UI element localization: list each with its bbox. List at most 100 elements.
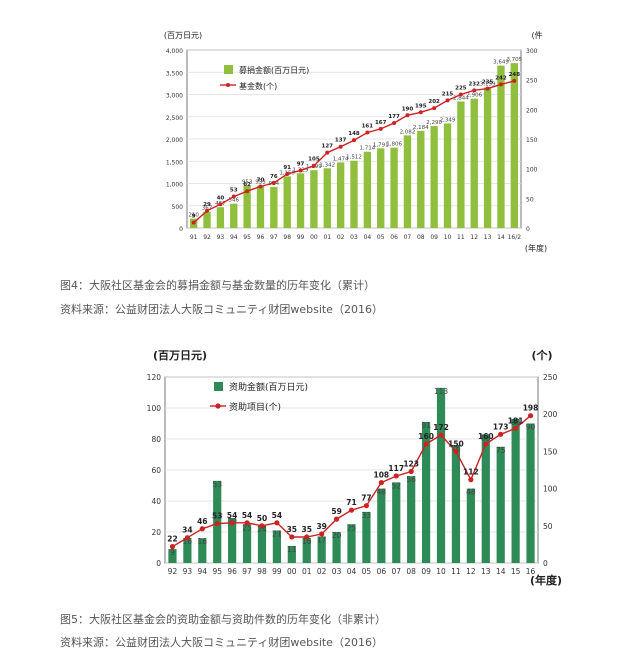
fig5-line-value-label: 53 bbox=[212, 512, 222, 521]
fig4-right-tick-label: 300 bbox=[526, 48, 538, 55]
fig5-left-tick-label: 100 bbox=[147, 404, 162, 413]
fig4-bar-value-label: 2,184 bbox=[413, 125, 429, 131]
fig5-line-value-label: 54 bbox=[227, 511, 237, 520]
fig4-x-tick-label: 04 bbox=[364, 234, 372, 241]
figure-4-chart: 0 500 1,000 1,500 2,000 2,500 3,000 3,500 4,000 0… bbox=[0, 0, 637, 262]
fig5-legend-line-label: 资助项目(个) bbox=[229, 401, 281, 413]
fig4-line-point bbox=[378, 126, 383, 131]
figure-5-source: 资料来源：公益财团法人大阪コミュニティ财团website（2016） bbox=[60, 636, 383, 649]
fig5-bar-value-label: 20 bbox=[332, 531, 342, 540]
fig4-bar-value-label: 3,159 bbox=[480, 81, 496, 87]
fig5-x-tick-label: 03 bbox=[332, 567, 342, 576]
fig5-x-tick-label: 15 bbox=[511, 567, 521, 576]
fig4-line-point bbox=[231, 194, 236, 199]
fig4-x-tick-label: 00 bbox=[310, 234, 318, 241]
fig4-x-tick-label: 03 bbox=[350, 234, 358, 241]
fig4-line-value-label: 62 bbox=[243, 182, 251, 188]
fig4-line-value-label: 40 bbox=[217, 195, 225, 201]
fig5-right-tick-label: 150 bbox=[543, 447, 558, 456]
fig5-bar bbox=[257, 525, 267, 563]
fig4-x-tick-label: 08 bbox=[417, 234, 425, 241]
fig5-bar bbox=[287, 545, 296, 563]
fig4-line-value-label: 161 bbox=[362, 123, 374, 129]
fig4-left-tick-label: 3,000 bbox=[166, 93, 183, 100]
fig4-left-tick-label: 2,000 bbox=[166, 137, 183, 144]
fig4-line-value-label: 167 bbox=[375, 120, 387, 126]
fig4-line-point bbox=[258, 184, 263, 189]
fig5-x-tick-label: 96 bbox=[227, 567, 237, 576]
fig4-line-value-label: 105 bbox=[308, 157, 320, 163]
fig5-line-point bbox=[259, 523, 265, 529]
fig5-line-point bbox=[244, 520, 250, 526]
fig4-line-value-label: 232 bbox=[468, 81, 480, 87]
fig4-line-point bbox=[472, 88, 477, 93]
fig5-line-point bbox=[348, 507, 355, 513]
fig5-line-point bbox=[513, 425, 519, 431]
fig4-bar bbox=[270, 186, 278, 228]
fig4-line-point bbox=[485, 86, 490, 91]
fig5-line-point bbox=[184, 535, 190, 541]
fig5-line-value-label: 173 bbox=[493, 422, 509, 431]
fig5-x-tick-label: 07 bbox=[391, 567, 401, 576]
fig5-line-value-label: 77 bbox=[361, 494, 371, 503]
fig5-bar-value-label: 90 bbox=[526, 423, 536, 432]
fig4-x-tick-label: 09 bbox=[430, 234, 438, 241]
fig4-line-point bbox=[271, 180, 276, 185]
fig4-line-value-label: 177 bbox=[388, 114, 400, 120]
fig5-bar bbox=[526, 423, 535, 563]
fig5-x-tick-label: 97 bbox=[242, 567, 252, 576]
fig4-bar bbox=[230, 203, 238, 228]
figure-4-source: 资料来源：公益财团法人大阪コミュニティ财团website（2016） bbox=[60, 303, 383, 316]
fig4-right-unit-label: (件 bbox=[531, 30, 542, 40]
fig5-legend-bar-swatch bbox=[214, 382, 223, 391]
fig4-x-tick-label: 95 bbox=[243, 234, 251, 241]
fig5-line-point bbox=[289, 534, 295, 540]
fig5-bar-value-label: 25 bbox=[347, 523, 357, 532]
fig5-line-point bbox=[304, 534, 310, 540]
fig5-line-value-label: 50 bbox=[257, 514, 267, 523]
fig4-bar bbox=[283, 176, 291, 228]
fig4-legend-bar-label: 募捐金额(百万日元) bbox=[239, 65, 309, 75]
fig4-line-value-label: 242 bbox=[495, 75, 507, 81]
fig4-bar-value-label: 1,512 bbox=[346, 155, 362, 161]
fig5-bar-value-label: 76 bbox=[451, 444, 461, 453]
fig5-bar bbox=[302, 538, 311, 563]
fig4-line-point bbox=[405, 113, 410, 118]
fig5-bar bbox=[242, 524, 252, 563]
fig4-right-tick-label: 0 bbox=[526, 226, 530, 233]
fig4-x-tick-label: 11 bbox=[457, 234, 465, 241]
fig5-line-point bbox=[199, 526, 205, 532]
fig5-bar-value-label: 25 bbox=[242, 523, 252, 532]
fig5-x-tick-label: 99 bbox=[272, 567, 282, 576]
fig4-line-point bbox=[498, 82, 503, 87]
fig5-line-point bbox=[423, 441, 429, 447]
fig4-bar-value-label: 2,844 bbox=[453, 95, 469, 101]
fundraising-chart-svg: 05001,0001,5002,0002,5003,0003,5004,0000… bbox=[164, 30, 547, 253]
fig4-line-point bbox=[338, 144, 343, 149]
fig4-line-point bbox=[311, 163, 316, 168]
fig5-x-tick-label: 01 bbox=[302, 567, 312, 576]
fig4-legend-line-label: 基金数(个) bbox=[239, 81, 277, 91]
fig4-line-value-label: 29 bbox=[203, 202, 211, 208]
fig4-line-value-label: 225 bbox=[455, 86, 467, 92]
fig5-bar bbox=[183, 538, 192, 563]
fig4-bar-value-label: 2,349 bbox=[440, 117, 456, 123]
fig5-bar bbox=[392, 482, 401, 563]
fig4-line-point bbox=[432, 106, 437, 111]
fig5-bar-value-label: 24 bbox=[257, 525, 267, 534]
fig5-bar-value-label: 48 bbox=[377, 488, 387, 497]
fig4-bar bbox=[243, 185, 251, 228]
fig5-bar bbox=[481, 434, 490, 563]
fig4-left-unit-label: (百万日元) bbox=[164, 31, 202, 40]
fig5-line-value-label: 22 bbox=[167, 535, 177, 544]
fig5-line-value-label: 54 bbox=[242, 511, 252, 520]
fig4-bar bbox=[296, 173, 305, 228]
fig4-bar-value-label: 367 bbox=[202, 206, 213, 212]
fig4-x-tick-label: 02 bbox=[337, 234, 345, 241]
fig5-line-point bbox=[169, 544, 176, 550]
fig5-bar bbox=[407, 476, 416, 563]
fig5-bar bbox=[436, 387, 446, 563]
fig5-right-tick-label: 50 bbox=[543, 522, 553, 531]
fig4-line-value-label: 53 bbox=[230, 188, 238, 194]
fig4-bar bbox=[350, 160, 358, 228]
